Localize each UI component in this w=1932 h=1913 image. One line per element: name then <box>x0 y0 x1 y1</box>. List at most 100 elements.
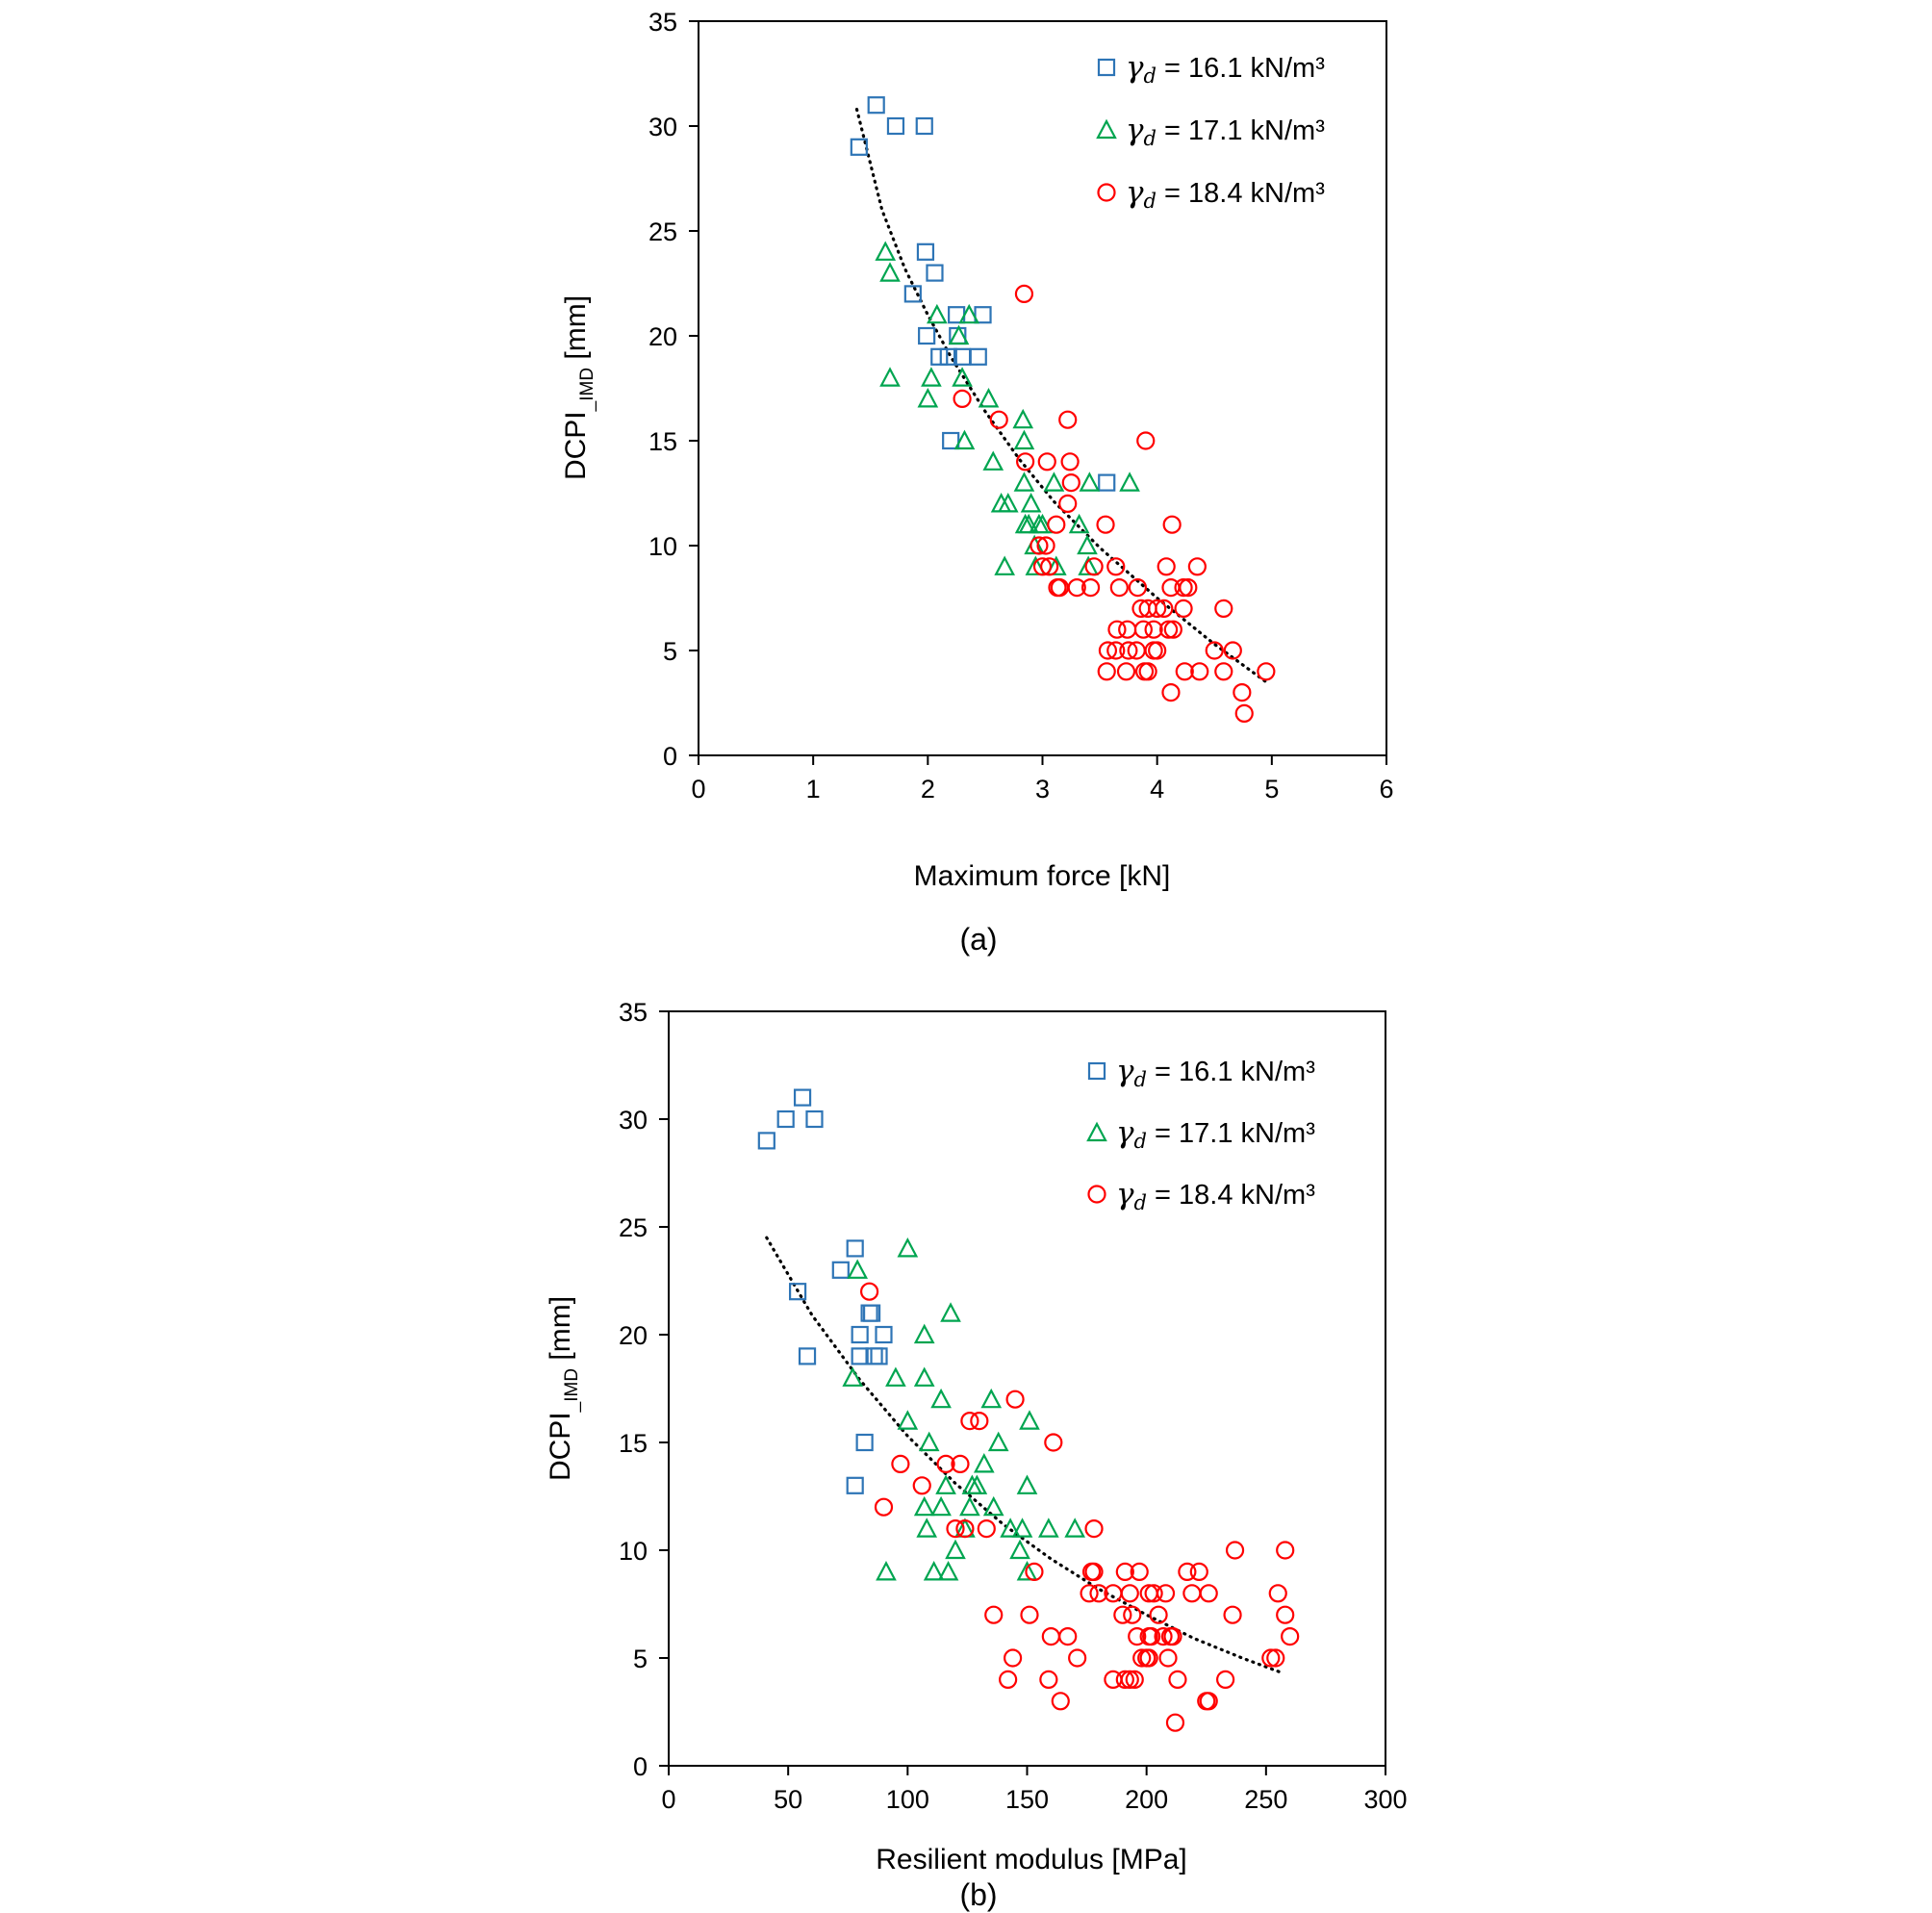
data-point-series-3 <box>1158 620 1179 639</box>
data-point-series-2 <box>959 1495 980 1517</box>
data-point-series-2 <box>913 1495 935 1517</box>
data-point-series-1 <box>939 347 957 366</box>
legend-a: γd = 16.1 kN/m³ γd = 17.1 kN/m³ γd = 18.4 … <box>1096 50 1325 213</box>
data-point-series-3 <box>977 1518 996 1539</box>
data-point-series-3 <box>1233 682 1252 702</box>
data-point-series-3 <box>912 1476 931 1495</box>
data-point-series-2 <box>953 429 976 450</box>
data-point-series-3 <box>1136 431 1156 450</box>
data-point-series-1 <box>969 347 987 366</box>
data-point-series-3 <box>953 389 972 408</box>
legend-b: γd = 16.1 kN/m³ γd = 17.1 kN/m³ γd = 18.4 … <box>1086 1054 1315 1214</box>
data-point-series-3 <box>1174 599 1193 619</box>
data-point-series-3 <box>999 1670 1018 1690</box>
data-point-series-1 <box>851 1325 869 1344</box>
data-point-series-2 <box>973 1453 995 1473</box>
data-point-series-2 <box>876 1561 897 1581</box>
data-point-series-3 <box>1148 641 1167 660</box>
data-point-series-3 <box>874 1497 894 1517</box>
data-point-series-2 <box>897 1410 919 1430</box>
data-point-series-2 <box>994 555 1016 575</box>
x-tick-label: 0 <box>661 1785 675 1814</box>
data-point-series-2 <box>1019 1410 1040 1430</box>
data-point-series-2 <box>1012 408 1034 429</box>
ticks-a: 0 1 2 3 4 5 6 0 5 10 15 20 25 30 35 <box>648 8 1394 803</box>
data-point-series-3 <box>946 1518 965 1539</box>
data-point-series-3 <box>1058 494 1078 514</box>
data-point-series-3 <box>1144 1584 1163 1603</box>
legend-label-series-3: γd = 18.4 kN/m³ <box>1116 1177 1315 1214</box>
data-point-series-2 <box>1009 1539 1030 1560</box>
legend-marker-series-1 <box>1097 58 1116 77</box>
data-point-series-3 <box>1266 1648 1285 1668</box>
data-point-series-2 <box>980 1388 1003 1409</box>
y-tick-label: 0 <box>633 1752 648 1781</box>
data-point-series-1 <box>776 1110 795 1129</box>
data-point-series-3 <box>1125 1670 1144 1690</box>
caption-b: (b) <box>959 1877 997 1912</box>
y-tick-label: 30 <box>619 1106 648 1135</box>
x-tick-label: 3 <box>1035 775 1050 803</box>
data-point-series-3 <box>1106 557 1126 576</box>
data-point-series-3 <box>1080 1584 1099 1603</box>
data-point-series-2 <box>1038 1518 1059 1538</box>
data-point-series-2 <box>935 1474 956 1494</box>
data-point-series-2 <box>948 324 970 345</box>
data-point-series-1 <box>757 1132 775 1150</box>
data-point-series-2 <box>1078 555 1099 575</box>
data-point-series-3 <box>1047 515 1066 534</box>
data-point-series-3 <box>1061 473 1080 493</box>
data-point-series-3 <box>1162 515 1182 534</box>
data-point-series-1 <box>916 242 935 261</box>
data-point-series-2 <box>927 303 948 324</box>
data-point-series-3 <box>1132 1648 1152 1668</box>
data-point-series-3 <box>1058 410 1078 429</box>
data-point-series-3 <box>1154 1626 1173 1646</box>
data-point-series-2 <box>987 1431 1009 1452</box>
x-tick-label: 50 <box>774 1785 802 1814</box>
data-point-series-3 <box>1149 1605 1168 1624</box>
data-point-series-2 <box>1025 555 1047 575</box>
data-point-series-3 <box>1216 1670 1235 1690</box>
data-point-series-2 <box>978 388 1000 408</box>
data-point-series-3 <box>1098 641 1118 660</box>
trendline-a <box>854 108 1268 684</box>
data-point-series-3 <box>1158 1648 1178 1668</box>
x-tick-label: 300 <box>1363 1785 1407 1814</box>
data-point-series-3 <box>1148 599 1167 619</box>
data-point-series-3 <box>1097 662 1116 681</box>
data-point-series-3 <box>1165 1713 1185 1732</box>
data-point-series-2 <box>1043 472 1065 492</box>
data-point-series-2 <box>997 493 1019 513</box>
data-point-series-3 <box>1058 1626 1078 1646</box>
data-point-series-3 <box>1120 1584 1139 1603</box>
data-point-series-3 <box>1041 1626 1060 1646</box>
legend-label-series-1: γd = 16.1 kN/m³ <box>1126 50 1325 88</box>
data-point-series-1 <box>918 326 936 345</box>
data-point-series-3 <box>1187 557 1207 576</box>
data-point-series-1 <box>831 1261 850 1279</box>
data-point-series-3 <box>1032 557 1053 576</box>
data-point-series-2 <box>913 1366 935 1387</box>
data-point-series-3 <box>1067 577 1086 598</box>
data-point-series-1 <box>788 1283 807 1301</box>
data-point-series-3 <box>1268 1584 1287 1603</box>
legend-marker-series-3 <box>1097 183 1116 202</box>
legend-marker-series-2 <box>1096 118 1117 140</box>
data-point-series-3 <box>1223 641 1242 660</box>
data-point-series-2 <box>952 367 973 387</box>
data-point-series-2 <box>966 1474 988 1494</box>
data-point-series-3 <box>1025 1562 1044 1582</box>
data-point-series-1 <box>867 96 885 115</box>
legend-label-series-2: γd = 17.1 kN/m³ <box>1116 1115 1315 1153</box>
data-point-series-3 <box>1179 577 1198 598</box>
points-b <box>757 1088 1300 1732</box>
data-point-series-2 <box>958 303 980 324</box>
data-point-series-3 <box>1084 1518 1104 1539</box>
data-point-series-3 <box>955 1518 975 1539</box>
data-point-series-3 <box>1005 1390 1025 1409</box>
data-point-series-3 <box>1116 662 1136 681</box>
data-point-series-2 <box>897 1237 919 1258</box>
x-tick-label: 1 <box>806 775 821 803</box>
x-tick-label: 2 <box>921 775 935 803</box>
